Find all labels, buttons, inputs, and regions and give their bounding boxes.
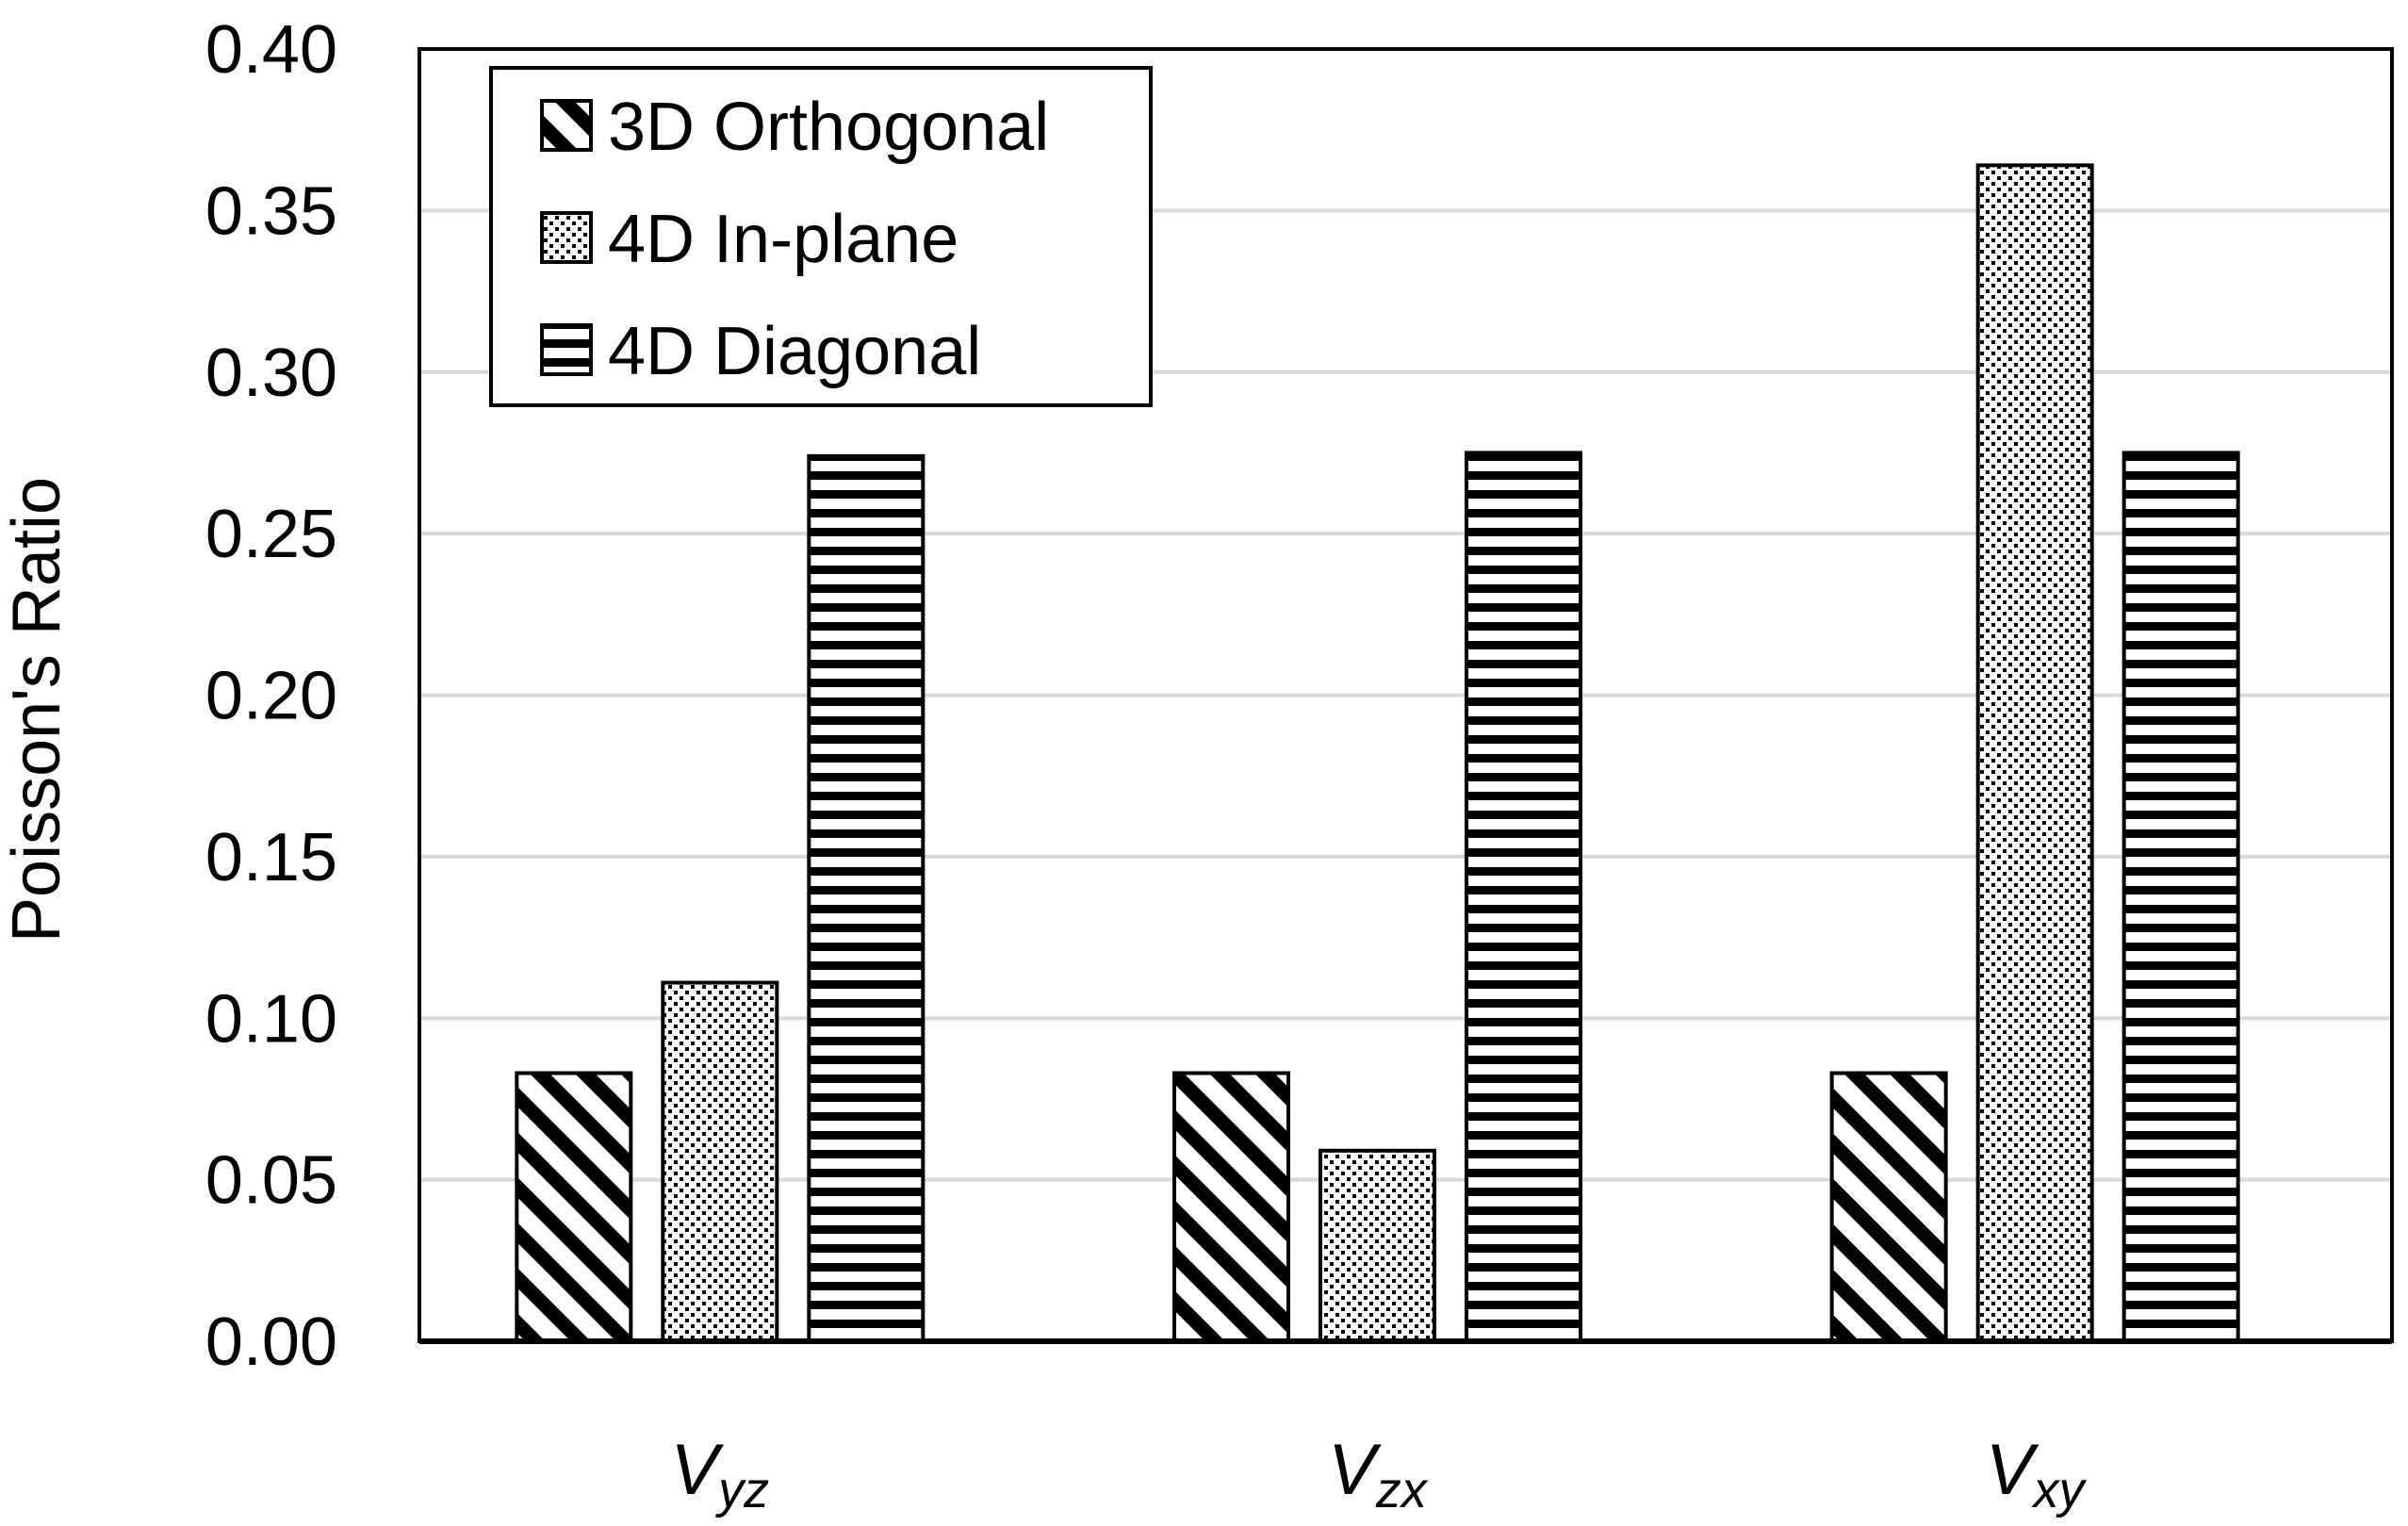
legend-swatch-dots <box>540 211 593 264</box>
category-subscript: xy <box>2031 1462 2088 1518</box>
category-subscript: yz <box>714 1462 769 1518</box>
category-base: V <box>1986 1430 2039 1510</box>
y-axis-title: Poisson's Ratio <box>0 477 74 943</box>
bar-horizontal-lines-zx <box>1465 451 1582 1343</box>
y-tick-label: 0.40 <box>205 12 337 88</box>
legend-swatch-horizontal-lines <box>540 323 593 376</box>
y-tick-label: 0.25 <box>205 497 337 572</box>
bar-diagonal-hatch-zx <box>1172 1071 1290 1343</box>
bars <box>515 163 2240 1343</box>
bar-horizontal-lines-xy <box>2121 451 2240 1343</box>
x-category-label: Vxy <box>1986 1430 2088 1518</box>
y-tick-label: 0.35 <box>205 173 337 249</box>
bar-horizontal-lines-yz <box>807 453 926 1343</box>
y-tick-label: 0.10 <box>205 981 337 1057</box>
category-base: V <box>670 1430 724 1510</box>
x-category-labels: Vyz Vzx Vxy <box>670 1430 2087 1518</box>
category-base: V <box>1328 1430 1382 1510</box>
bar-dots-yz <box>661 980 779 1343</box>
bar-diagonal-hatch-xy <box>1829 1071 1948 1343</box>
y-tick-label: 0.00 <box>205 1304 337 1380</box>
y-tick-label: 0.30 <box>205 336 337 411</box>
y-tick-label: 0.15 <box>205 820 337 895</box>
legend-box <box>489 66 1153 407</box>
legend-swatch-diagonal-hatch <box>540 99 593 152</box>
x-category-label: Vyz <box>670 1430 769 1518</box>
y-tick-labels: 0.00 0.05 0.10 0.15 0.20 0.25 0.30 0.35 0.40 <box>205 12 337 1380</box>
y-tick-label: 0.20 <box>205 659 337 734</box>
category-subscript: zx <box>1375 1462 1429 1518</box>
legend-label: 4D Diagonal <box>608 314 981 389</box>
bar-dots-zx <box>1319 1148 1436 1343</box>
y-tick-label: 0.05 <box>205 1143 337 1219</box>
legend-label: 4D In-plane <box>608 202 958 277</box>
bar-dots-xy <box>1975 163 2094 1343</box>
x-category-label: Vzx <box>1328 1430 1429 1518</box>
plot-frame <box>418 47 2394 1344</box>
legend-label: 3D Orthogonal <box>608 90 1049 165</box>
bar-diagonal-hatch-yz <box>515 1071 633 1343</box>
legend: 3D Orthogonal 4D In-plane 4D Diagonal <box>489 66 1153 407</box>
